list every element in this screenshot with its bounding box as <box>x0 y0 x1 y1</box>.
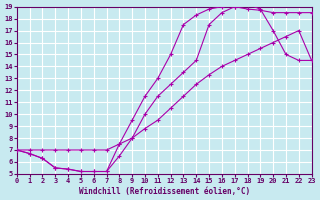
X-axis label: Windchill (Refroidissement éolien,°C): Windchill (Refroidissement éolien,°C) <box>79 187 250 196</box>
